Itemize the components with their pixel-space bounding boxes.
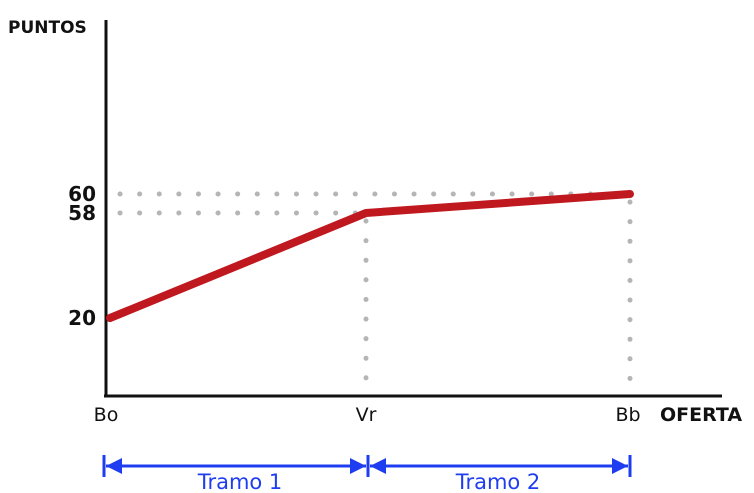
series-group: [106, 190, 634, 322]
tramo-2-left-arrow: [370, 458, 386, 474]
x-tick-label-bb: Bb: [615, 404, 640, 426]
tramo-1-right-arrow: [350, 458, 366, 474]
x-axis-title: OFERTA: [660, 404, 742, 426]
tramo-2-label: Tramo 2: [455, 470, 541, 493]
y-axis-title: PUNTOS: [8, 18, 87, 38]
y-tick-label-60: 60: [68, 182, 96, 206]
tramo-2-right-arrow: [612, 458, 628, 474]
tramo-1-left-arrow: [106, 458, 122, 474]
tramo-brackets: [102, 455, 632, 477]
x-tick-label-vr: Vr: [356, 404, 377, 426]
series-line: [106, 190, 634, 322]
reference-guides: [117, 191, 633, 389]
x-tick-label-bo: Bo: [94, 404, 119, 426]
tramo-1-label: Tramo 1: [197, 470, 283, 493]
y-tick-label-58: 58: [68, 201, 96, 225]
y-tick-label-20: 20: [68, 306, 96, 330]
